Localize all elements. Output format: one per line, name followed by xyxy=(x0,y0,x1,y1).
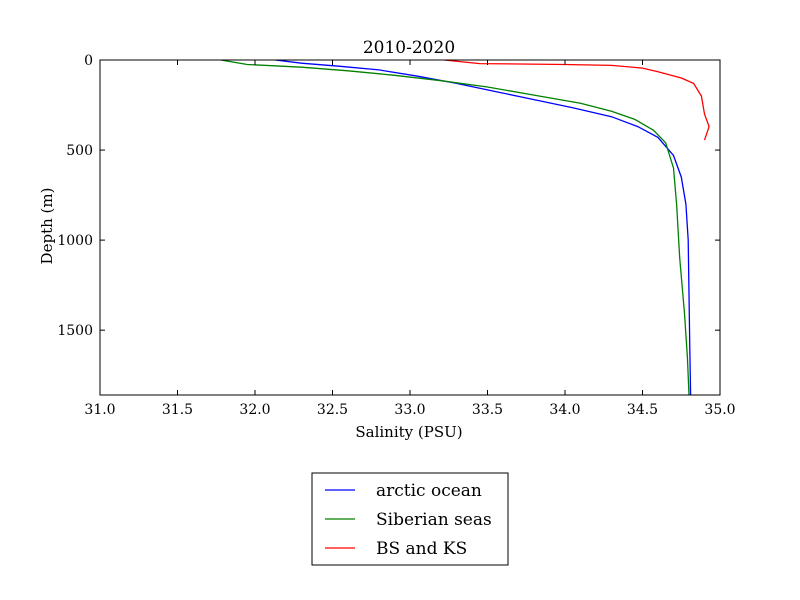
x-tick-label: 32.0 xyxy=(239,402,270,418)
legend: arctic ocean Siberian seas BS and KS xyxy=(311,472,509,566)
legend-label: Siberian seas xyxy=(376,510,492,530)
x-tick-label: 34.5 xyxy=(627,402,658,418)
y-tick-label: 1500 xyxy=(57,323,93,339)
legend-label: arctic ocean xyxy=(376,481,482,501)
chart-title: 2010-2020 xyxy=(363,38,455,58)
x-tick-label: 31.5 xyxy=(162,402,193,418)
y-axis-label: Depth (m) xyxy=(38,188,56,265)
y-tick-label: 500 xyxy=(66,143,93,159)
legend-label: BS and KS xyxy=(376,539,467,559)
series-line-siberian-seas xyxy=(220,60,690,395)
series-line-arctic-ocean xyxy=(275,60,692,395)
x-axis-label: Salinity (PSU) xyxy=(355,423,462,441)
x-tick-label: 33.0 xyxy=(394,402,425,418)
y-tick-label: 0 xyxy=(84,53,93,69)
plot-frame xyxy=(99,59,721,396)
x-tick-label: 31.0 xyxy=(84,402,115,418)
plot-area: 31.0 31.5 32.0 32.5 33.0 33.5 34.0 34.5 35.0 0 500… xyxy=(57,53,735,418)
y-tick-label: 1000 xyxy=(57,233,93,249)
series-line-bs-and-ks xyxy=(444,60,710,141)
x-tick-label: 34.0 xyxy=(549,402,580,418)
x-tick-label: 33.5 xyxy=(472,402,503,418)
x-tick-label: 32.5 xyxy=(317,402,348,418)
x-tick-label: 35.0 xyxy=(704,402,735,418)
